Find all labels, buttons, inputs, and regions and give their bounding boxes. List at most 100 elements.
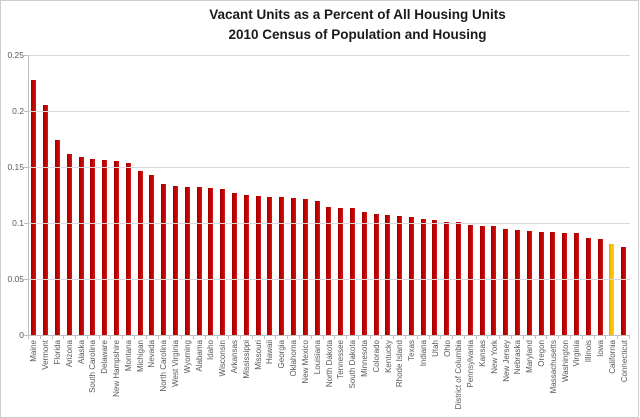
y-axis-tick-label: 0.2: [12, 106, 24, 116]
x-axis-label-ohio: Ohio: [442, 340, 452, 357]
bar-cell: [122, 55, 134, 335]
x-axis-label-illinois: Illinois: [584, 340, 594, 363]
bar-cell: [547, 55, 559, 335]
x-tick: [536, 336, 548, 339]
bar-vermont: [43, 105, 49, 335]
x-axis-label-maine: Maine: [29, 340, 39, 362]
bar-cell: [559, 55, 571, 335]
bar-alaska: [78, 156, 84, 335]
x-tick: [394, 336, 406, 339]
x-axis-label-california: California: [607, 340, 617, 374]
x-tick: [524, 336, 536, 339]
x-tick: [147, 336, 159, 339]
y-axis-tick-label: 0.25: [7, 50, 24, 60]
bar-utah: [432, 219, 438, 335]
bar-maine: [31, 79, 37, 335]
x-axis-label-nebraska: Nebraska: [513, 340, 523, 375]
bar-cell: [134, 55, 146, 335]
y-tick: [24, 223, 28, 224]
x-axis-label-virginia: Virginia: [572, 340, 582, 367]
bar-cell: [299, 55, 311, 335]
x-tick: [300, 336, 312, 339]
bar-oregon: [538, 231, 544, 335]
bar-kansas: [479, 226, 485, 335]
bar-cell: [382, 55, 394, 335]
x-axis-label-new-hampshire: New Hampshire: [112, 340, 122, 397]
y-tick: [24, 335, 28, 336]
x-axis-label-north-carolina: North Carolina: [159, 340, 169, 392]
bar-indiana: [420, 218, 426, 335]
bar-cell: [500, 55, 512, 335]
bar-wyoming: [184, 187, 190, 335]
bar-tennessee: [338, 208, 344, 335]
bar-alabama: [196, 187, 202, 335]
bar-cell: [75, 55, 87, 335]
x-axis-label-vermont: Vermont: [41, 340, 51, 370]
x-tick: [430, 336, 442, 339]
bar-cell: [52, 55, 64, 335]
x-axis-label-north-dakota: North Dakota: [324, 340, 334, 388]
bar-cell: [288, 55, 300, 335]
bar-cell: [217, 55, 229, 335]
x-axis-label-tennessee: Tennessee: [336, 340, 346, 379]
bar-new-jersey: [503, 228, 509, 335]
bar-cell: [417, 55, 429, 335]
bar-cell: [311, 55, 323, 335]
bar-cell: [205, 55, 217, 335]
bar-arizona: [66, 153, 72, 335]
x-tick: [547, 336, 560, 339]
bar-missouri: [255, 196, 261, 335]
bar-pennsylvania: [467, 225, 473, 335]
x-tick: [595, 336, 607, 339]
bar-cell: [582, 55, 594, 335]
bar-michigan: [137, 171, 143, 335]
x-tick: [206, 336, 218, 339]
x-axis-label-georgia: Georgia: [277, 340, 287, 369]
bar-cell: [28, 55, 40, 335]
x-axis-label-louisiana: Louisiana: [312, 340, 322, 375]
bar-cell: [512, 55, 524, 335]
bar-cell: [158, 55, 170, 335]
bar-north-carolina: [161, 183, 167, 335]
y-axis-line: [28, 55, 29, 336]
x-axis-label-utah: Utah: [430, 340, 440, 357]
x-axis-label-idaho: Idaho: [206, 340, 216, 361]
gridline-0.2: [28, 111, 630, 112]
bar-cell: [370, 55, 382, 335]
bar-cell: [99, 55, 111, 335]
x-axis-label-arizona: Arizona: [64, 340, 74, 368]
bar-west-virginia: [172, 186, 178, 335]
bar-cell: [618, 55, 630, 335]
bar-cell: [441, 55, 453, 335]
x-tick: [371, 336, 383, 339]
bar-cell: [394, 55, 406, 335]
x-axis-label-kentucky: Kentucky: [383, 340, 393, 373]
x-axis-label-wisconsin: Wisconsin: [218, 340, 228, 377]
x-axis-label-colorado: Colorado: [371, 340, 381, 373]
bar-wisconsin: [220, 189, 226, 335]
bar-louisiana: [314, 200, 320, 335]
x-tick: [441, 336, 454, 339]
bar-arkansas: [231, 192, 237, 335]
x-tick: [347, 336, 359, 339]
x-axis-label-oregon: Oregon: [536, 340, 546, 367]
x-tick: [571, 336, 583, 339]
bar-cell: [181, 55, 193, 335]
x-axis-label-kansas: Kansas: [477, 340, 487, 367]
x-axis-label-rhode-island: Rhode Island: [395, 340, 405, 388]
x-tick: [265, 336, 277, 339]
bar-cell: [358, 55, 370, 335]
bar-north-dakota: [326, 207, 332, 335]
x-tick: [500, 336, 513, 339]
x-tick: [253, 336, 265, 339]
x-axis-label-nevada: Nevada: [147, 340, 157, 368]
bar-maryland: [526, 230, 532, 335]
x-axis-ticks: [28, 336, 630, 339]
x-tick: [53, 336, 65, 339]
bar-massachusetts: [550, 231, 556, 335]
highlighted-bar-california: [609, 244, 615, 335]
bar-cell: [252, 55, 264, 335]
bar-cell: [606, 55, 618, 335]
x-axis-label-new-jersey: New Jersey: [501, 340, 511, 382]
bar-cell: [264, 55, 276, 335]
